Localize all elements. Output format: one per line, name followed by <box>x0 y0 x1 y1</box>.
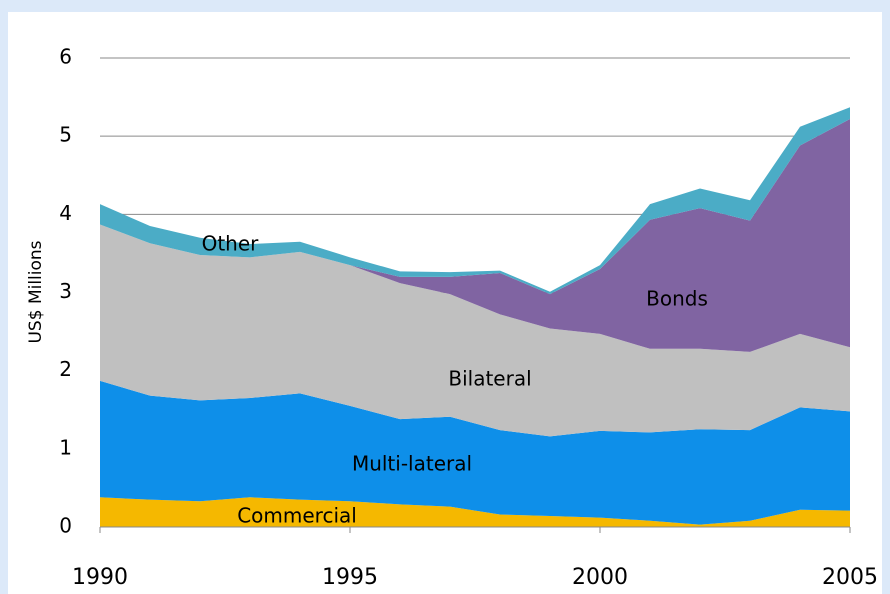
area <box>100 118 850 352</box>
y-tick-label: 3 <box>59 279 72 303</box>
y-tick-label: 6 <box>59 45 72 69</box>
x-tick-label: 1990 <box>72 565 128 590</box>
y-axis-label: US$ Millions <box>26 240 46 343</box>
area-label: Multi-lateral <box>352 452 472 476</box>
area-label: Other <box>202 232 260 256</box>
area-label: Commercial <box>237 504 357 528</box>
y-tick-label: 1 <box>59 435 72 459</box>
area <box>100 224 850 437</box>
y-tick-label: 2 <box>59 357 72 381</box>
area-label: Bonds <box>646 287 708 311</box>
area <box>100 497 850 527</box>
area <box>100 107 850 295</box>
area <box>100 380 850 525</box>
x-tick-label: 2000 <box>572 565 628 590</box>
x-tick-label: 1995 <box>322 565 378 590</box>
area-label: Bilateral <box>448 367 531 391</box>
y-tick-label: 4 <box>59 201 72 225</box>
y-tick-label: 5 <box>59 123 72 147</box>
x-tick-label: 2005 <box>822 565 878 590</box>
y-tick-label: 0 <box>59 514 72 538</box>
